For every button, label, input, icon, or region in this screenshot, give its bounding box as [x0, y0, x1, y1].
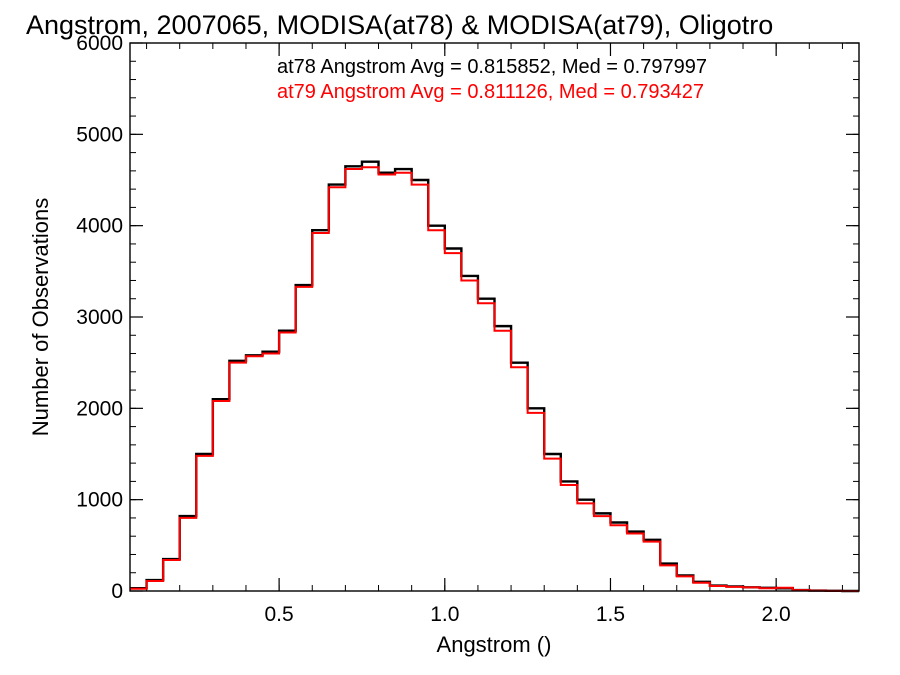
series-line-at79 — [130, 166, 859, 592]
legend-entry-at79: at79 Angstrom Avg = 0.811126, Med = 0.79… — [277, 81, 704, 103]
y-tick-label: 3000 — [76, 306, 123, 329]
y-tick-label: 2000 — [76, 397, 123, 420]
series-group — [130, 160, 859, 593]
x-tick-label: 2.0 — [762, 603, 791, 626]
x-tick-label: 1.0 — [430, 603, 459, 626]
y-tick-label: 1000 — [76, 489, 123, 512]
y-tick-label: 5000 — [76, 123, 123, 146]
chart-title: Angstrom, 2007065, MODISA(at78) & MODISA… — [26, 10, 773, 40]
y-axis-label: Number of Observations — [28, 198, 53, 436]
y-tick-label: 0 — [111, 580, 123, 603]
y-tick-label: 6000 — [76, 32, 123, 55]
x-tick-label: 0.5 — [265, 603, 294, 626]
series-line-at78 — [130, 160, 859, 593]
x-axis-label: Angstrom () — [437, 632, 552, 657]
y-tick-label: 4000 — [76, 215, 123, 238]
tick-labels: 0.5 1.0 1.5 2.0 0 1000 2000 3000 4000 5000 6000 — [76, 32, 790, 626]
plot-frame — [129, 42, 860, 592]
legend-entry-at78: at78 Angstrom Avg = 0.815852, Med = 0.79… — [277, 56, 707, 78]
x-tick-label: 1.5 — [596, 603, 625, 626]
